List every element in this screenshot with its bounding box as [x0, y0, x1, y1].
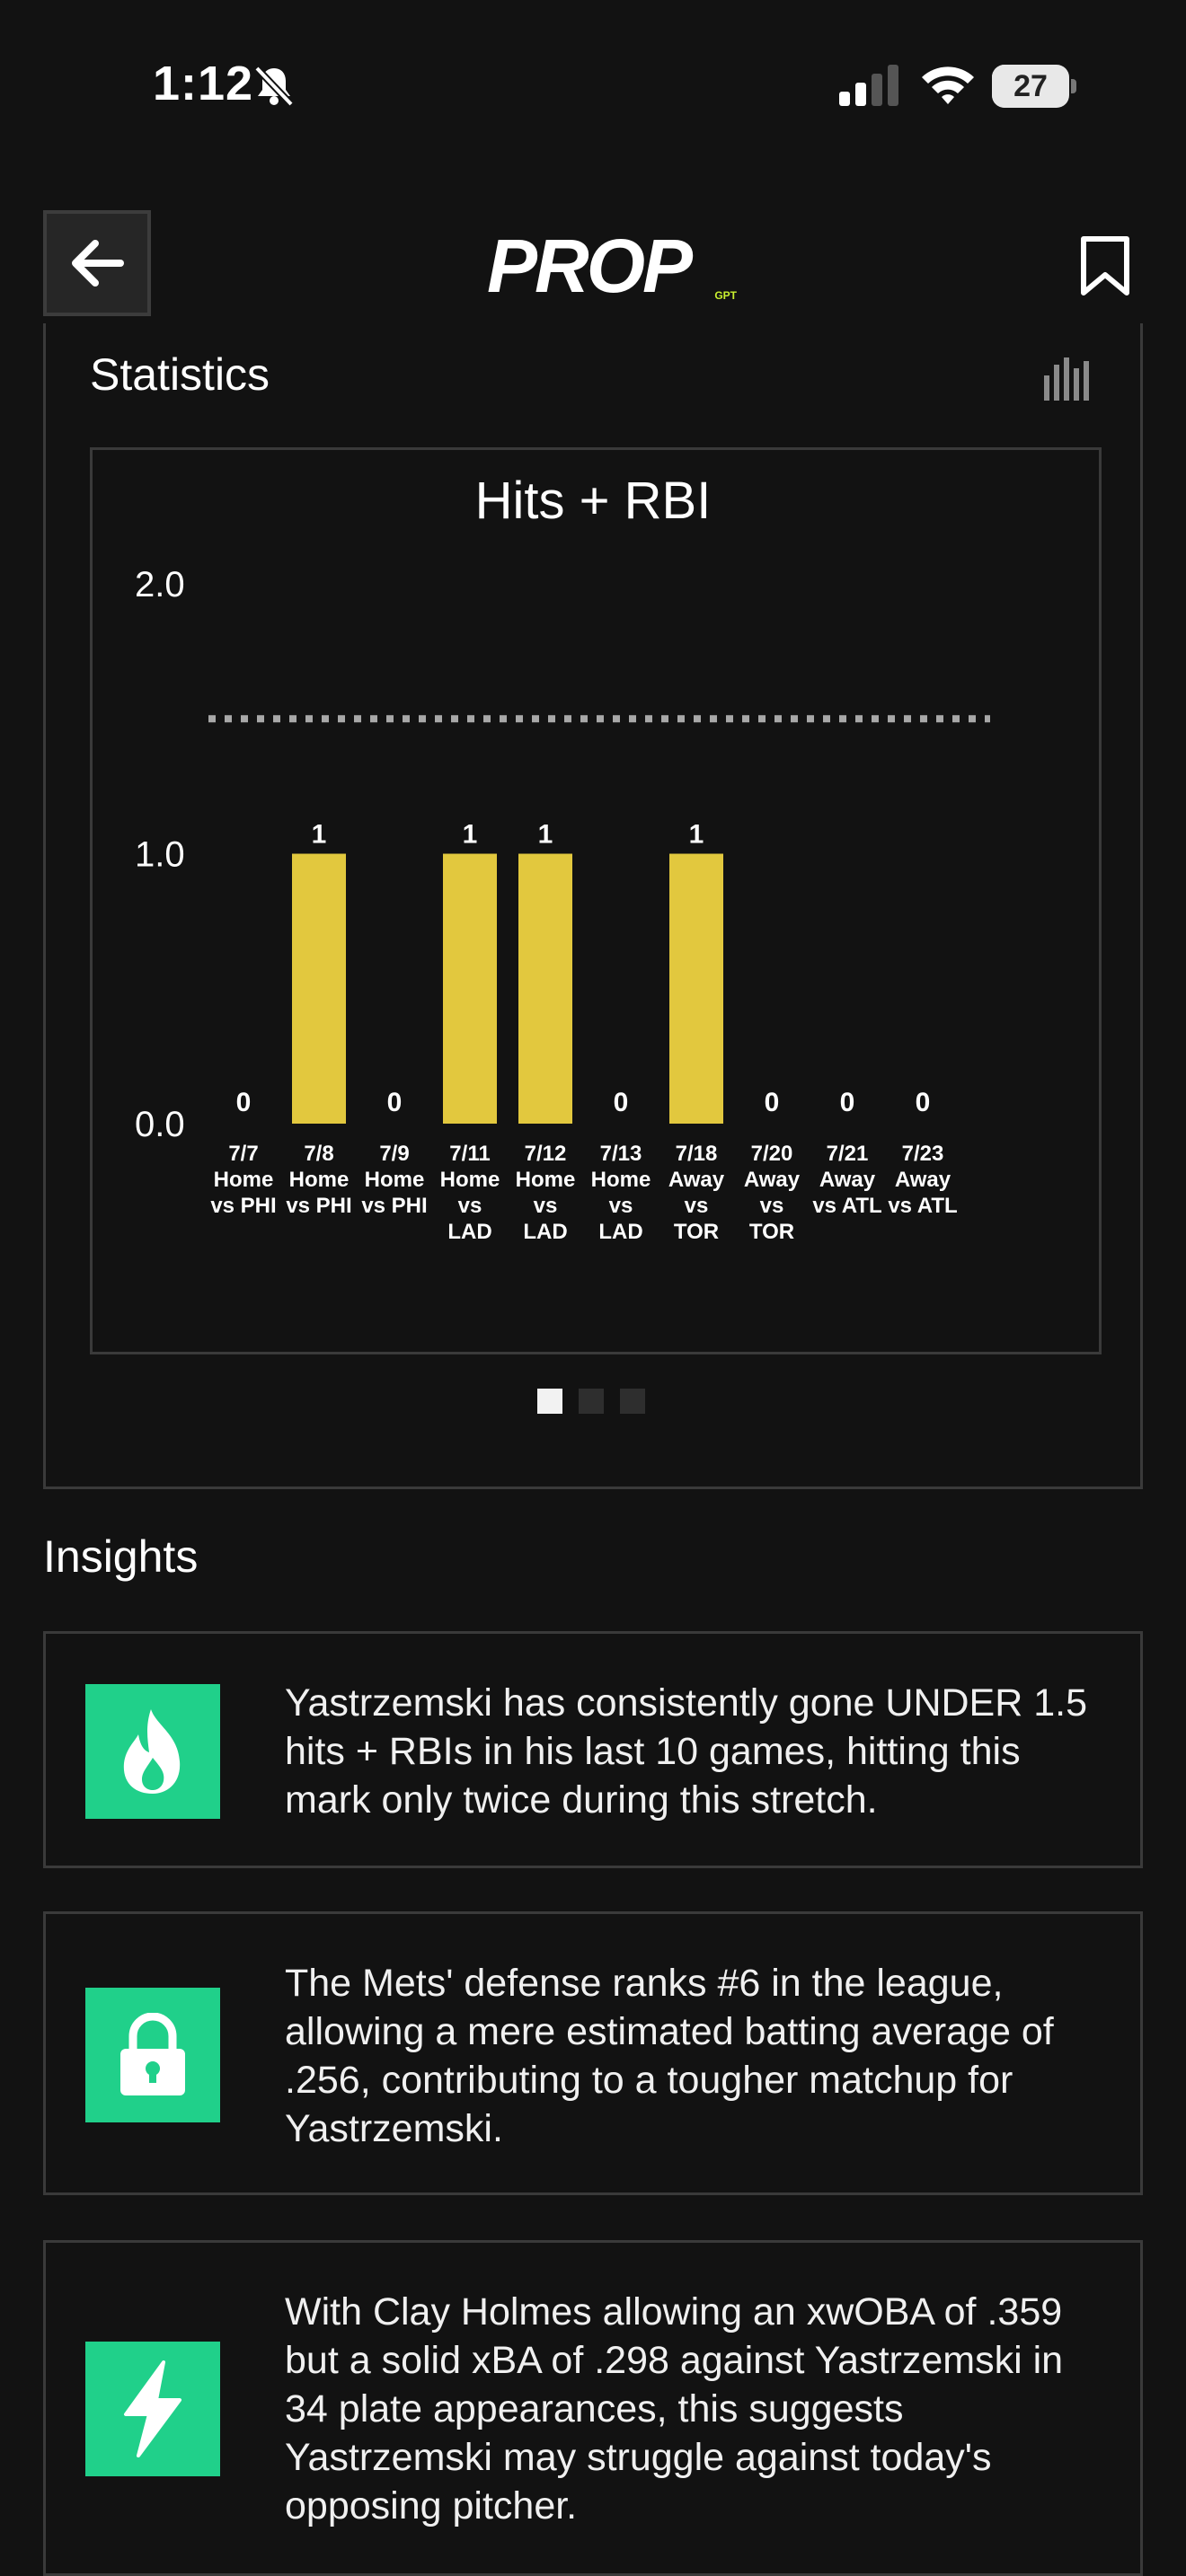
y-tick-label: 0.0 — [135, 1105, 185, 1144]
battery-cap — [1071, 79, 1076, 93]
data-label: 1 — [312, 820, 327, 850]
bar-chart-icon[interactable] — [1042, 357, 1096, 401]
battery-body — [992, 65, 1069, 108]
battery-percent: 27 — [1013, 69, 1048, 103]
x-tick-label: vs PHI — [286, 1194, 351, 1218]
insights-heading: Insights — [43, 1531, 199, 1582]
page-dot[interactable] — [579, 1389, 604, 1414]
lock-icon — [120, 2013, 185, 2095]
status-time: 1:12 — [153, 57, 254, 110]
chart-bar — [669, 853, 723, 1124]
data-label: 0 — [840, 1088, 855, 1117]
flame-icon-badge — [85, 1684, 220, 1819]
x-tick-label: 7/23 — [902, 1142, 944, 1166]
back-button[interactable] — [43, 210, 151, 316]
x-tick-label: Home — [516, 1168, 576, 1192]
x-tick-label: LAD — [523, 1220, 567, 1244]
x-tick-label: Home — [289, 1168, 350, 1192]
x-tick-label: vs PHI — [361, 1194, 427, 1218]
flame-icon — [123, 1709, 181, 1794]
x-tick-label: 7/18 — [676, 1142, 718, 1166]
data-label: 1 — [538, 820, 553, 850]
x-tick-label: LAD — [598, 1220, 642, 1244]
x-tick-label: vs — [458, 1194, 482, 1218]
insight-card: With Clay Holmes allowing an xwOBA of .3… — [43, 2240, 1143, 2576]
x-tick-label: vs — [534, 1194, 558, 1218]
y-tick-label: 2.0 — [135, 565, 185, 604]
x-tick-label: 7/13 — [600, 1142, 642, 1166]
lightning-icon — [124, 2360, 181, 2457]
insight-card: The Mets' defense ranks #6 in the league… — [43, 1911, 1143, 2195]
x-tick-label: vs ATL — [888, 1194, 957, 1218]
data-label: 0 — [387, 1088, 403, 1117]
x-tick-label: Home — [365, 1168, 425, 1192]
lock-icon-badge — [85, 1988, 220, 2122]
statistics-panel — [43, 323, 1143, 1489]
insight-card: Yastrzemski has consistently gone UNDER … — [43, 1631, 1143, 1868]
x-tick-label: 7/11 — [449, 1142, 490, 1166]
x-tick-label: 7/7 — [228, 1142, 258, 1166]
x-tick-label: Away — [819, 1168, 876, 1192]
chart-container — [90, 447, 1102, 1354]
y-tick-label: 1.0 — [135, 835, 185, 875]
x-tick-label: 7/21 — [827, 1142, 869, 1166]
data-label: 1 — [689, 820, 704, 850]
bell-muted-icon — [254, 66, 294, 106]
x-tick-label: TOR — [674, 1220, 719, 1244]
x-tick-label: Home — [591, 1168, 651, 1192]
data-label: 0 — [765, 1088, 780, 1117]
battery-indicator: 27 — [992, 65, 1076, 108]
chart-bar — [292, 853, 346, 1124]
logo-subtext: GPT — [714, 289, 737, 302]
cellular-signal-icon — [839, 65, 898, 106]
insight-text: Yastrzemski has consistently gone UNDER … — [285, 1681, 1088, 1822]
x-tick-label: Home — [214, 1168, 274, 1192]
x-tick-label: 7/20 — [751, 1142, 793, 1166]
insight-text: The Mets' defense ranks #6 in the league… — [285, 1962, 1054, 2150]
x-tick-label: 7/8 — [304, 1142, 333, 1166]
chart-bar — [443, 853, 497, 1124]
bookmark-icon[interactable] — [1078, 235, 1132, 296]
x-tick-label: Away — [895, 1168, 951, 1192]
data-label: 0 — [614, 1088, 629, 1117]
wifi-icon — [922, 66, 974, 104]
x-tick-label: vs — [609, 1194, 633, 1218]
data-label: 0 — [916, 1088, 931, 1117]
x-tick-label: TOR — [749, 1220, 794, 1244]
battery-fill — [992, 65, 1013, 108]
lightning-icon-badge — [85, 2342, 220, 2476]
x-tick-label: Away — [668, 1168, 725, 1192]
x-tick-label: vs — [760, 1194, 784, 1218]
insight-text: With Clay Holmes allowing an xwOBA of .3… — [285, 2290, 1064, 2527]
prop-logo: PROP GPT — [487, 228, 740, 304]
data-label: 1 — [463, 820, 478, 850]
page-dot[interactable] — [620, 1389, 645, 1414]
x-tick-label: vs — [685, 1194, 709, 1218]
x-tick-label: Away — [744, 1168, 801, 1192]
logo-text: PROP — [487, 224, 693, 308]
chart-title: Hits + RBI — [474, 472, 712, 530]
x-tick-label: Home — [440, 1168, 500, 1192]
arrow-left-icon — [72, 240, 124, 287]
x-tick-label: 7/12 — [525, 1142, 567, 1166]
data-label: 0 — [236, 1088, 252, 1117]
statistics-title: Statistics — [90, 349, 270, 400]
page-dot[interactable] — [537, 1389, 562, 1414]
x-tick-label: LAD — [447, 1220, 491, 1244]
x-tick-label: vs PHI — [210, 1194, 276, 1218]
chart-bar — [518, 853, 572, 1124]
x-tick-label: 7/9 — [379, 1142, 409, 1166]
x-tick-label: vs ATL — [812, 1194, 881, 1218]
